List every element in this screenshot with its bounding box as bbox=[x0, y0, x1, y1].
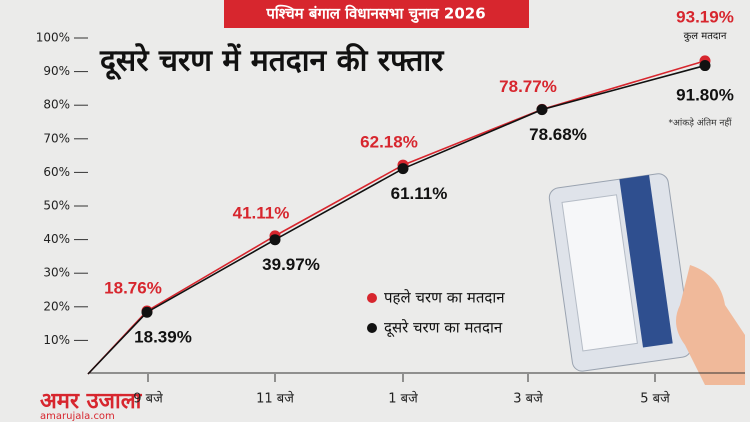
site: amarujala.com bbox=[40, 411, 115, 422]
value-label: 91.80% bbox=[676, 85, 734, 104]
y-tick-label: 20% bbox=[43, 299, 70, 313]
value-label: 62.18% bbox=[360, 133, 418, 152]
legend-label: दूसरे चरण का मतदान bbox=[384, 319, 503, 338]
y-tick-label: 60% bbox=[43, 165, 70, 179]
value-label: 78.77% bbox=[499, 77, 557, 96]
data-point bbox=[141, 306, 153, 318]
y-tick-label: 90% bbox=[43, 64, 70, 78]
evm-illustration bbox=[548, 173, 745, 385]
data-point bbox=[397, 163, 409, 175]
y-tick-label: 70% bbox=[43, 131, 70, 145]
legend-label: पहले चरण का मतदान bbox=[384, 289, 505, 307]
header: पश्चिम बंगाल विधानसभा चुनाव 2026 bbox=[265, 5, 485, 24]
header-banner bbox=[224, 0, 529, 28]
note: *आंकड़े अंतिम नहीं bbox=[669, 117, 733, 129]
y-tick-label: 10% bbox=[43, 333, 70, 347]
value-label: 93.19% bbox=[676, 7, 734, 26]
value-label: 41.11% bbox=[233, 203, 290, 222]
x-tick-label: 1 बजे bbox=[388, 391, 418, 407]
x-tick-label: 11 बजे bbox=[256, 391, 294, 407]
series-line bbox=[87, 64, 706, 375]
data-point bbox=[699, 60, 711, 72]
x-tick-label: 3 बजे bbox=[513, 391, 543, 407]
data-point bbox=[536, 104, 548, 116]
y-tick-label: 100% bbox=[36, 31, 70, 45]
value-label: 78.68% bbox=[529, 125, 587, 144]
value-label: 39.97% bbox=[262, 255, 320, 274]
y-tick-label: 30% bbox=[43, 266, 70, 280]
x-tick-label: 9 बजे bbox=[133, 391, 163, 407]
legend-marker bbox=[367, 293, 377, 303]
chart-title: दूसरे चरण में मतदान की रफ्तार bbox=[99, 43, 445, 81]
y-tick-label: 40% bbox=[43, 232, 70, 246]
logo: अमर उजाला bbox=[40, 389, 143, 414]
value-label: 18.76% bbox=[104, 278, 162, 297]
data-point bbox=[269, 234, 281, 246]
annotation: कुल मतदान bbox=[684, 31, 727, 42]
value-label: 61.11% bbox=[391, 184, 448, 203]
legend-marker bbox=[367, 323, 377, 333]
x-tick-label: 5 बजे bbox=[640, 391, 670, 407]
y-tick-label: 80% bbox=[43, 98, 70, 112]
y-tick-label: 50% bbox=[43, 199, 70, 213]
value-label: 18.39% bbox=[134, 328, 192, 347]
